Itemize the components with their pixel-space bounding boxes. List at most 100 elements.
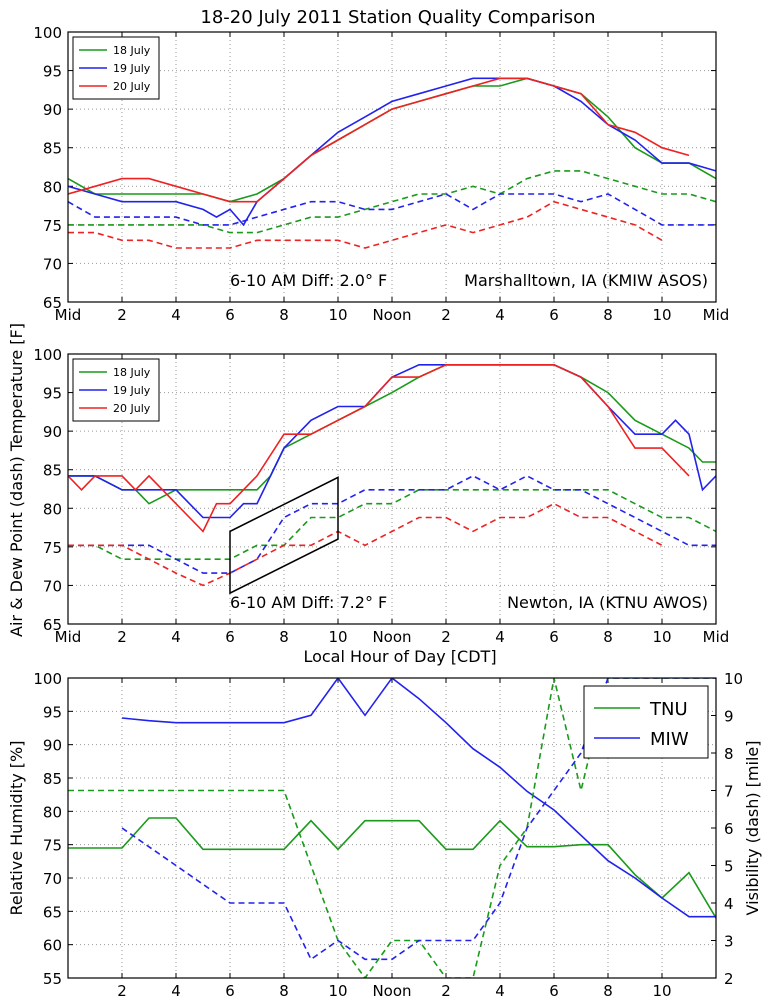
- x-tick-label: 10: [652, 628, 671, 646]
- x-tick-label: 10: [328, 628, 347, 646]
- x-tick-label: 2: [117, 982, 127, 1000]
- y-tick-label: 70: [43, 577, 62, 595]
- x-tick-label: 6: [549, 306, 559, 324]
- highlight-box: [229, 476, 339, 595]
- y-tick-label: 75: [43, 539, 62, 557]
- x-tick-label: 4: [495, 306, 505, 324]
- legend-label: 20 July: [113, 402, 151, 415]
- y-tick-label: 90: [43, 423, 62, 441]
- series-group: [68, 678, 716, 978]
- x-tick-label: 4: [171, 306, 181, 324]
- y-tick-label: 75: [43, 837, 62, 855]
- x-tick-label: Mid: [55, 306, 82, 324]
- y-tick-label: 70: [43, 255, 62, 273]
- x-tick-label: Mid: [703, 306, 730, 324]
- axes-frame: [67, 677, 717, 979]
- series-line-20-july-dashed: [68, 200, 663, 249]
- y-right-tick-label: 10: [724, 670, 743, 688]
- x-tick-label: 4: [171, 982, 181, 1000]
- x-tick-label: 2: [117, 628, 127, 646]
- y-tick-label: 80: [43, 803, 62, 821]
- axes-frame: [67, 353, 717, 625]
- x-tick-label: 2: [117, 306, 127, 324]
- x-tick-label: 4: [171, 628, 181, 646]
- y-tick-label: 100: [33, 670, 62, 688]
- y-right-tick-label: 2: [724, 970, 734, 988]
- legend: [583, 685, 709, 759]
- y-right-tick-label: 4: [724, 895, 734, 913]
- series-line-19-july-dashed: [68, 475, 716, 574]
- x-tick-label: 2: [441, 982, 451, 1000]
- x-tick-label: 4: [495, 982, 505, 1000]
- series-group: [68, 363, 716, 595]
- x-tick-label: 6: [225, 628, 235, 646]
- y-tick-label: 65: [43, 903, 62, 921]
- x-tick-label: 6: [549, 982, 559, 1000]
- x-tick-label: 8: [279, 982, 289, 1000]
- x-axis-label: Local Hour of Day [CDT]: [303, 647, 496, 666]
- x-tick-label: 2: [441, 628, 451, 646]
- series-line-20-july-dashed: [68, 502, 663, 587]
- series-line-visibility-dashed: [68, 678, 716, 978]
- x-tick-label: 6: [225, 306, 235, 324]
- annotation-diff: 6-10 AM Diff: 7.2° F: [230, 593, 387, 612]
- x-tick-label: 8: [279, 628, 289, 646]
- x-tick-label: Mid: [55, 628, 82, 646]
- x-tick-label: 10: [652, 306, 671, 324]
- series-line-miw: [121, 678, 716, 918]
- y-tick-label: 65: [43, 294, 62, 312]
- y-right-tick-label: 9: [724, 708, 734, 726]
- axes-frame: [67, 31, 717, 303]
- y-tick-label: 85: [43, 462, 62, 480]
- x-tick-label: 8: [603, 306, 613, 324]
- x-tick-label: 2: [441, 306, 451, 324]
- x-tick-label: Noon: [372, 628, 411, 646]
- x-tick-label: 10: [328, 306, 347, 324]
- x-tick-label: Mid: [703, 628, 730, 646]
- y-tick-label: 65: [43, 616, 62, 634]
- legend-label: 20 July: [113, 80, 151, 93]
- panel-marshalltown: Mid 2 4 6 8 10 Noon 2 4 6 8 10 Mid657075808590951006…: [33, 24, 729, 324]
- legend-label: 19 July: [113, 62, 151, 75]
- y-right-tick-label: 5: [724, 858, 734, 876]
- legend-label: 18 July: [113, 366, 151, 379]
- y-tick-label: 90: [43, 101, 62, 119]
- series-line-18-july: [68, 363, 716, 505]
- y-right-tick-label: 3: [724, 933, 734, 951]
- series-line-19-july: [68, 77, 716, 227]
- panel-newton: Mid 2 4 6 8 10 Noon 2 4 6 8 10 Mid657075808590951006…: [33, 346, 729, 666]
- x-tick-label: 10: [328, 982, 347, 1000]
- annotation-station: Marshalltown, IA (KMIW ASOS): [464, 271, 708, 290]
- y-right-axis-label: Visibility (dash) [mile]: [743, 741, 762, 916]
- series-line-20-july: [68, 77, 690, 203]
- x-tick-label: 8: [603, 982, 613, 1000]
- chart-title: 18-20 July 2011 Station Quality Comparis…: [200, 7, 595, 28]
- y-tick-label: 95: [43, 63, 62, 81]
- y-tick-label: 75: [43, 217, 62, 235]
- series-group: [68, 77, 716, 249]
- y-tick-label: 85: [43, 770, 62, 788]
- series-line-20-july: [68, 363, 690, 533]
- panel-humidity-visibility: 2 4 6 8 10 Noon 2 4 6 8 10556065707580859095100234…: [7, 670, 762, 1004]
- x-tick-label: 6: [225, 982, 235, 1000]
- y-tick-label: 80: [43, 500, 62, 518]
- x-tick-label: Noon: [372, 306, 411, 324]
- y-tick-label: 80: [43, 178, 62, 196]
- series-line-18-july-dashed: [68, 170, 716, 234]
- annotation-station: Newton, IA (KTNU AWOS): [507, 593, 708, 612]
- x-tick-label: 8: [279, 306, 289, 324]
- annotation-diff: 6-10 AM Diff: 2.0° F: [230, 271, 387, 290]
- x-tick-label: 8: [603, 628, 613, 646]
- y-right-tick-label: 8: [724, 745, 734, 763]
- y-tick-label: 100: [33, 24, 62, 42]
- y-tick-label: 55: [43, 970, 62, 988]
- legend-label: TNU: [649, 699, 688, 720]
- legend-label: 19 July: [113, 384, 151, 397]
- series-line-19-july-dashed: [68, 193, 716, 226]
- x-tick-label: 4: [495, 628, 505, 646]
- legend-label: 18 July: [113, 44, 151, 57]
- y-right-tick-label: 7: [724, 783, 734, 801]
- y-tick-label: 90: [43, 737, 62, 755]
- series-line-tnu: [68, 817, 716, 919]
